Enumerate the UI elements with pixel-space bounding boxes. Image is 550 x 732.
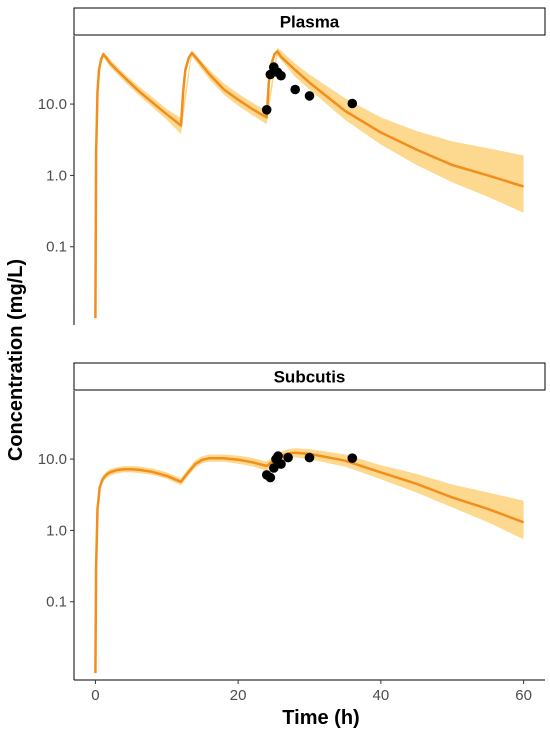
- subcutis-observation-point: [283, 452, 293, 463]
- subcutis-band-area: [102, 448, 524, 540]
- subcutis-y-tick-label: 0.1: [46, 594, 67, 611]
- plasma-observations: [261, 62, 358, 115]
- x-tick-label: 40: [373, 687, 390, 704]
- subcutis-prediction-band: [102, 448, 524, 540]
- subcutis-observation-point: [276, 459, 286, 469]
- panel-subcutis: Subcutis 0.1 1.0 10.0: [38, 362, 546, 680]
- subcutis-observation-point: [304, 452, 315, 463]
- x-axis: 0 20 40 60: [74, 679, 545, 704]
- plasma-strip: [73, 7, 546, 36]
- x-tick-label: 60: [515, 687, 532, 704]
- plasma-observation-point: [304, 91, 315, 101]
- subcutis-strip: [73, 362, 546, 391]
- subcutis-y-tick-label: 10.0: [38, 451, 67, 468]
- subcutis-prediction-line: [94, 451, 525, 674]
- plasma-prediction-line: [94, 50, 524, 319]
- plasma-line-path: [94, 50, 524, 319]
- subcutis-panel-title: Subcutis: [274, 368, 346, 387]
- subcutis-observation-point: [273, 451, 283, 461]
- plasma-y-axis: 0.1 1.0 10.0: [38, 36, 75, 325]
- subcutis-observations: [261, 451, 358, 483]
- subcutis-y-tick-label: 1.0: [46, 522, 67, 539]
- plasma-observation-point: [261, 105, 272, 115]
- x-tick-label: 20: [230, 687, 247, 704]
- plasma-observation-point: [347, 98, 358, 109]
- plasma-y-tick-label: 10.0: [38, 96, 67, 113]
- plasma-y-tick-label: 1.0: [46, 167, 67, 184]
- plasma-panel-title: Plasma: [280, 13, 340, 32]
- plasma-observation-point: [290, 84, 301, 95]
- subcutis-line-path: [94, 451, 525, 674]
- y-axis-title: Concentration (mg/L): [5, 259, 27, 461]
- subcutis-observation-point: [347, 453, 358, 464]
- subcutis-observation-point: [265, 472, 276, 483]
- plasma-band-area: [103, 47, 524, 213]
- subcutis-y-axis: 0.1 1.0 10.0: [38, 391, 75, 680]
- plasma-prediction-band: [103, 47, 524, 213]
- x-axis-title: Time (h): [282, 707, 359, 729]
- plasma-y-tick-label: 0.1: [46, 239, 67, 256]
- plasma-observation-point: [276, 70, 286, 81]
- subcutis-observation-point: [269, 463, 279, 473]
- panel-plasma: Plasma 0.1 1.0 10.0: [38, 7, 546, 325]
- x-tick-label: 0: [91, 687, 99, 704]
